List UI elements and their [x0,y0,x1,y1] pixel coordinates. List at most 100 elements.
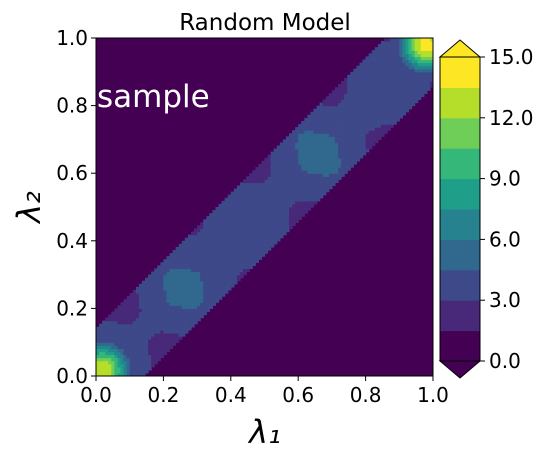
contour-cell [138,283,143,288]
contour-cell [227,283,232,288]
contour-cell [322,108,327,113]
contour-cell [233,207,238,211]
contour-cell [99,342,103,346]
contour-cell [273,213,278,217]
contour-cell [169,302,174,306]
contour-cell [307,139,312,144]
contour-cell [347,84,351,88]
contour-cell [132,308,137,313]
contour-cell [224,200,229,205]
x-tick-label: 0.4 [215,383,247,407]
contour-cell [184,286,189,291]
contour-cell [212,289,217,294]
contour-cell [166,305,171,309]
contour-cell [227,203,232,208]
contour-cell [347,105,351,110]
contour-cell [243,256,247,260]
contour-cell [362,71,367,76]
contour-cell [334,130,339,134]
contour-cell [426,50,431,54]
contour-cell [371,71,376,76]
contour-cell [255,222,259,227]
contour-cell [390,50,394,54]
contour-cell [387,53,391,58]
contour-cell [411,77,416,82]
contour-cell [328,170,333,174]
contour-cell [96,326,100,331]
contour-cell [233,231,238,236]
contour-cell [350,139,354,144]
contour-cell [365,127,370,131]
contour-cell [417,71,422,76]
contour-cell [292,210,296,214]
contour-cell [141,326,146,331]
contour-cell [282,154,287,159]
contour-cell [187,246,192,251]
contour-cell [307,200,312,205]
contour-cell [169,323,174,328]
contour-cell [383,87,388,91]
contour-cell [163,332,168,337]
contour-cell [221,200,226,205]
contour-cell [341,105,345,110]
contour-cell [350,102,354,107]
contour-cell [371,62,376,67]
contour-cell [194,271,198,276]
contour-cell [387,124,391,128]
contour-cell [212,237,217,242]
contour-cell [200,265,204,270]
contour-cell [405,102,410,107]
contour-cell [114,348,119,353]
contour-cell [233,188,238,193]
contour-cell [151,277,155,282]
contour-cell [267,197,272,202]
contour-cell [261,228,266,233]
contour-cell [338,170,342,174]
contour-cell [279,231,284,236]
contour-cell [187,240,192,245]
contour-cell [145,345,149,349]
contour-cell [289,145,293,150]
contour-cell [393,87,397,91]
contour-cell [356,87,361,91]
contour-cell [236,210,241,214]
contour-cell [331,163,336,168]
contour-cell [236,216,241,220]
contour-cell [322,99,327,104]
contour-cell [151,311,155,316]
contour-cell [353,96,358,101]
contour-cell [138,323,143,328]
contour-cell [172,299,177,303]
contour-cell [224,271,229,276]
contour-cell [356,151,361,156]
contour-cell [151,302,155,306]
contour-cell [267,170,272,174]
contour-cell [206,246,210,251]
contour-cell [353,90,358,94]
contour-cell [322,130,327,134]
contour-cell [111,345,115,349]
contour-cell [328,148,333,153]
contour-cell [141,323,146,328]
contour-cell [215,296,220,300]
contour-cell [350,90,354,94]
contour-cell [377,59,382,64]
contour-cell [99,357,103,362]
contour-cell [325,145,330,150]
contour-cell [243,265,247,270]
contour-cell [267,154,272,159]
contour-cell [123,339,128,343]
contour-cell [341,117,345,122]
contour-cell [194,305,198,309]
contour-cell [405,74,410,79]
contour-cell [295,142,299,147]
contour-cell [399,81,403,85]
contour-cell [334,87,339,91]
contour-cell [399,59,403,64]
contour-cell [227,280,232,285]
contour-cell [132,336,137,340]
contour-cell [221,207,226,211]
contour-cell [233,228,238,233]
contour-cell [236,259,241,263]
contour-cell [181,323,186,328]
